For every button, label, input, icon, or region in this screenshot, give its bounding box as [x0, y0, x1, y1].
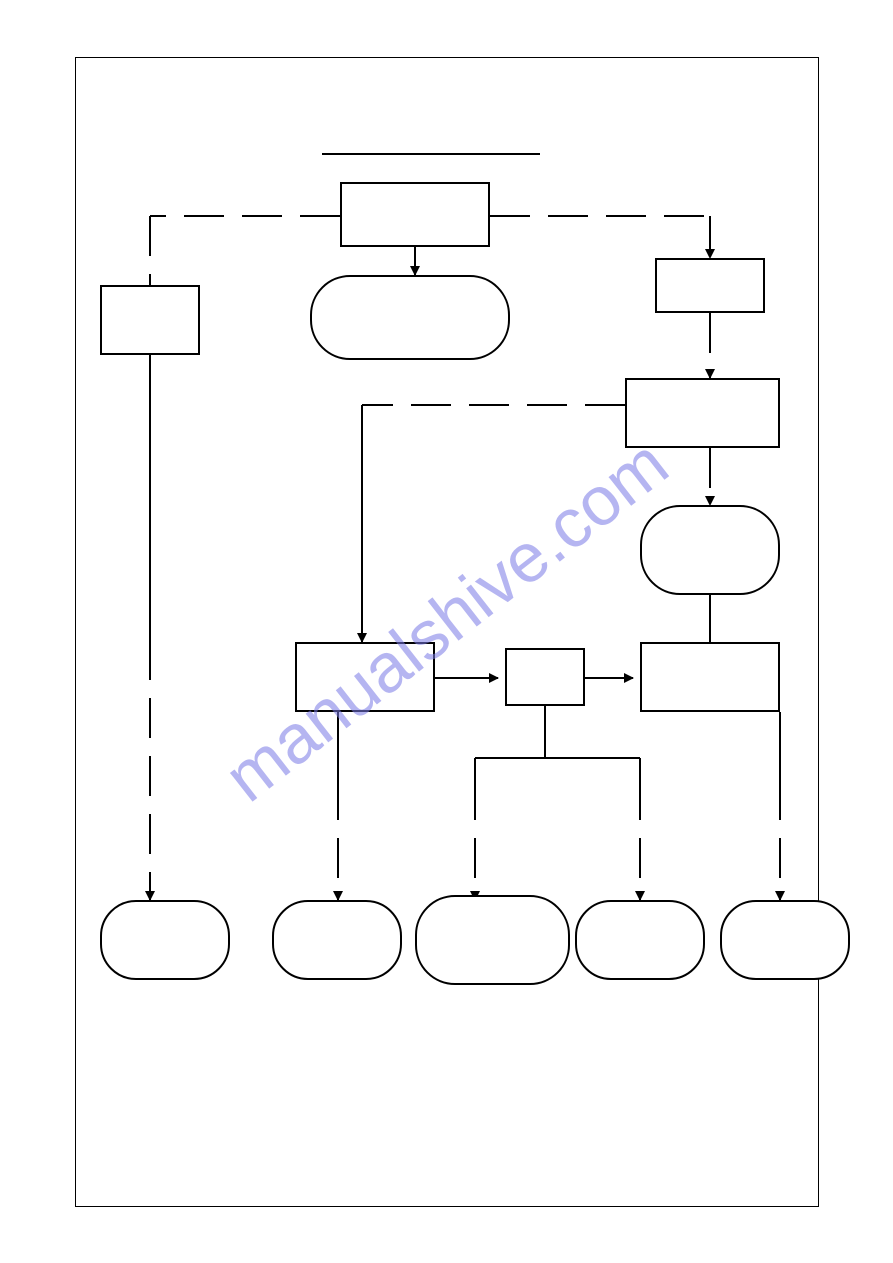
- node-B: [310, 275, 510, 360]
- node-C: [655, 258, 765, 313]
- node-T1: [100, 900, 230, 980]
- node-T3: [415, 895, 570, 985]
- title-underline: [322, 153, 540, 155]
- node-F: [640, 505, 780, 595]
- node-H: [505, 648, 585, 706]
- node-A: [340, 182, 490, 247]
- node-D: [100, 285, 200, 355]
- node-I: [640, 642, 780, 712]
- node-T2: [272, 900, 402, 980]
- node-T5: [720, 900, 850, 980]
- page: manualshive.com: [0, 0, 893, 1263]
- node-E: [625, 378, 780, 448]
- node-G: [295, 642, 435, 712]
- node-T4: [575, 900, 705, 980]
